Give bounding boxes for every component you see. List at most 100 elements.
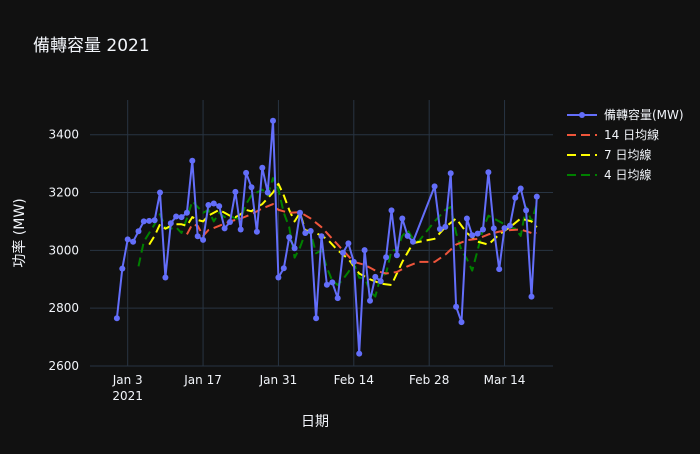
data-point [480, 226, 486, 233]
series-4 [137, 177, 538, 298]
data-point [313, 315, 320, 322]
data-point [307, 228, 314, 234]
data-point [512, 194, 519, 201]
data-point [232, 188, 239, 195]
data-point [140, 218, 147, 225]
data-point [388, 207, 395, 214]
data-point [501, 225, 508, 232]
legend-marker [579, 112, 585, 118]
data-point [436, 226, 443, 232]
data-point [200, 236, 207, 243]
data-point [275, 274, 282, 281]
data-point [453, 303, 460, 310]
data-point [227, 219, 233, 225]
data-point [151, 217, 158, 224]
data-point [458, 319, 465, 326]
x-tick-label: Jan 17 [183, 373, 222, 387]
data-point [393, 252, 400, 259]
y-tick-label: 3000 [48, 243, 79, 257]
data-point [113, 315, 120, 322]
data-point [221, 225, 228, 232]
data-point [485, 169, 492, 176]
data-point [286, 234, 293, 241]
data-point [334, 295, 341, 302]
data-point [463, 215, 470, 222]
y-tick-label: 2800 [48, 301, 79, 315]
y-tick-label: 2600 [48, 359, 79, 373]
data-point [329, 279, 336, 286]
data-point [442, 223, 449, 230]
legend-item[interactable]: 4 日均線 [567, 167, 651, 182]
data-point [178, 214, 185, 221]
data-point [237, 226, 244, 233]
data-point [248, 184, 255, 191]
data-point [356, 350, 363, 357]
data-point [350, 258, 357, 265]
data-point [216, 203, 223, 210]
data-point [119, 265, 126, 272]
data-point [135, 228, 142, 235]
data-point [173, 213, 180, 220]
data-point [183, 209, 190, 216]
legend[interactable]: 備轉容量(MW) 14 日均線 7 日均線 4 日均線 [567, 107, 684, 182]
series-line [115, 119, 538, 355]
x-tick-label: Feb 28 [409, 373, 449, 387]
data-point [533, 193, 540, 200]
data-point [447, 170, 454, 177]
legend-label: 14 日均線 [604, 127, 659, 142]
data-point [146, 217, 153, 224]
data-point [210, 200, 217, 207]
x-tick-label: Mar 14 [484, 373, 526, 387]
data-point [205, 202, 212, 208]
data-point [490, 225, 497, 232]
data-point [340, 249, 346, 256]
series-mw [113, 117, 540, 357]
y-axis-title: 功率 (MW) [11, 198, 28, 267]
data-point [372, 273, 379, 280]
data-point [496, 266, 503, 273]
x-tick-label: Jan 3 [112, 373, 143, 387]
data-point [264, 189, 271, 196]
legend-item[interactable]: 7 日均線 [567, 147, 651, 162]
data-point [189, 157, 196, 164]
data-point [280, 265, 287, 272]
data-point [506, 222, 513, 229]
y-tick-label: 3200 [48, 186, 79, 200]
data-point [523, 207, 530, 214]
series-group [113, 117, 540, 357]
legend-item[interactable]: 14 日均線 [567, 127, 659, 142]
data-point [410, 238, 416, 245]
data-point [323, 281, 330, 288]
legend-label: 4 日均線 [604, 167, 651, 182]
data-point [517, 185, 524, 192]
series-line [137, 177, 538, 298]
x-axis-title: 日期 [301, 414, 329, 430]
legend-label: 7 日均線 [604, 147, 651, 162]
data-point [474, 230, 481, 237]
data-point [157, 189, 163, 196]
data-point [302, 230, 309, 236]
data-point [130, 238, 137, 245]
data-point [259, 164, 266, 171]
data-point [528, 293, 535, 300]
legend-label: 備轉容量(MW) [604, 107, 684, 122]
data-point [431, 183, 438, 190]
data-point [243, 169, 250, 176]
axes: 2600 2800 3000 3200 3400 Jan 3 2021 Jan 17 Jan 3… [48, 128, 525, 403]
x-tick-label: Feb 14 [334, 373, 374, 387]
data-point [399, 215, 406, 222]
data-point [377, 278, 384, 285]
x-tick-label: Jan 31 [259, 373, 298, 387]
data-point [318, 233, 325, 240]
data-point [345, 240, 352, 247]
chart-title: 備轉容量 2021 [33, 36, 150, 56]
data-point [124, 236, 131, 243]
legend-item[interactable]: 備轉容量(MW) [567, 107, 684, 122]
data-point [270, 117, 276, 124]
data-point [469, 232, 476, 239]
data-point [404, 232, 411, 239]
data-point [162, 274, 169, 281]
plot-background [90, 100, 553, 366]
